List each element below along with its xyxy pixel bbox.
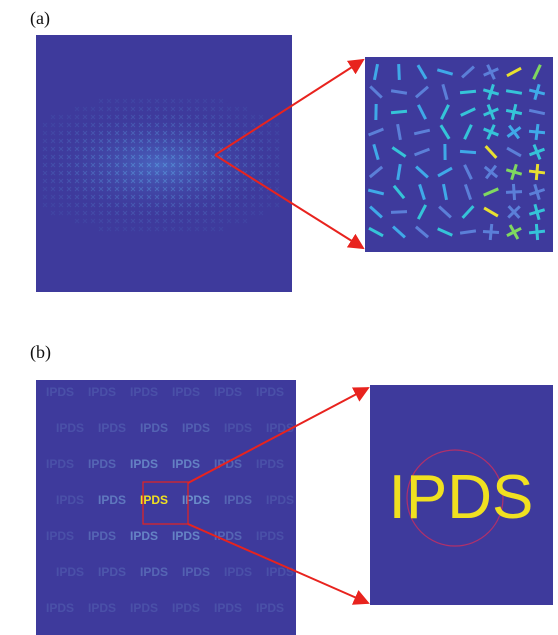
texture-stroke <box>536 124 538 140</box>
tile-text: IPDS <box>182 493 210 507</box>
tile-text: IPDS <box>182 421 210 435</box>
texture-stroke <box>529 171 545 173</box>
tile-text: IPDS <box>256 529 284 543</box>
tile-text: IPDS <box>88 601 116 615</box>
tile-text: IPDS <box>98 421 126 435</box>
tile-text: IPDS <box>256 385 284 399</box>
tile-text: IPDS <box>98 493 126 507</box>
tile-text: IPDS <box>56 493 84 507</box>
texture-stroke <box>460 151 476 152</box>
tile-text: IPDS <box>224 421 252 435</box>
tile-text: IPDS <box>172 601 200 615</box>
figure: (a) (b) IPDS IPDS IPDS IPDS IPDS IPDS IPDS IPDS… <box>0 0 558 635</box>
tile-text: IPDS <box>88 457 116 471</box>
tile-text: IPDS <box>224 493 252 507</box>
tile-text: IPDS <box>224 565 252 579</box>
texture-stroke <box>391 212 407 213</box>
tile-text: IPDS <box>214 457 242 471</box>
tile-text: IPDS <box>214 385 242 399</box>
tile-text: IPDS <box>130 601 158 615</box>
tile-text: IPDS <box>214 601 242 615</box>
zoom-b-text: IPDS <box>389 463 534 532</box>
tile-text: IPDS <box>46 457 74 471</box>
tile-text: IPDS <box>140 421 168 435</box>
tile-text: IPDS <box>266 565 294 579</box>
tile-text: IPDS <box>98 565 126 579</box>
tile-text: IPDS <box>172 529 200 543</box>
texture-stroke <box>536 224 537 240</box>
tile-text: IPDS <box>256 601 284 615</box>
tile-text: IPDS <box>56 565 84 579</box>
tile-text: IPDS <box>130 385 158 399</box>
tile-text: IPDS <box>130 457 158 471</box>
tile-text: IPDS <box>266 421 294 435</box>
tile-text: IPDS <box>88 385 116 399</box>
zoom-a <box>365 57 553 252</box>
tile-text: IPDS <box>140 565 168 579</box>
image-b <box>36 380 296 635</box>
tile-text: IPDS <box>256 457 284 471</box>
texture-stroke <box>490 224 492 240</box>
tile-text: IPDS <box>140 493 168 507</box>
tile-text: IPDS <box>130 529 158 543</box>
page: (a) (b) IPDS IPDS IPDS IPDS IPDS IPDS IPDS IPDS… <box>0 0 558 635</box>
tile-text: IPDS <box>266 493 294 507</box>
tile-text: IPDS <box>88 529 116 543</box>
tile-text: IPDS <box>182 565 210 579</box>
tile-text: IPDS <box>46 529 74 543</box>
panel-label: (b) <box>30 342 51 363</box>
texture-stroke <box>506 192 522 193</box>
tile-text: IPDS <box>172 457 200 471</box>
tile-text: IPDS <box>172 385 200 399</box>
texture-stroke <box>399 64 400 80</box>
tile-text: IPDS <box>46 385 74 399</box>
texture-stroke <box>391 111 407 113</box>
tile-text: IPDS <box>46 601 74 615</box>
panel-label: (a) <box>30 8 50 29</box>
tile-text: IPDS <box>56 421 84 435</box>
texture-stroke <box>460 91 476 93</box>
